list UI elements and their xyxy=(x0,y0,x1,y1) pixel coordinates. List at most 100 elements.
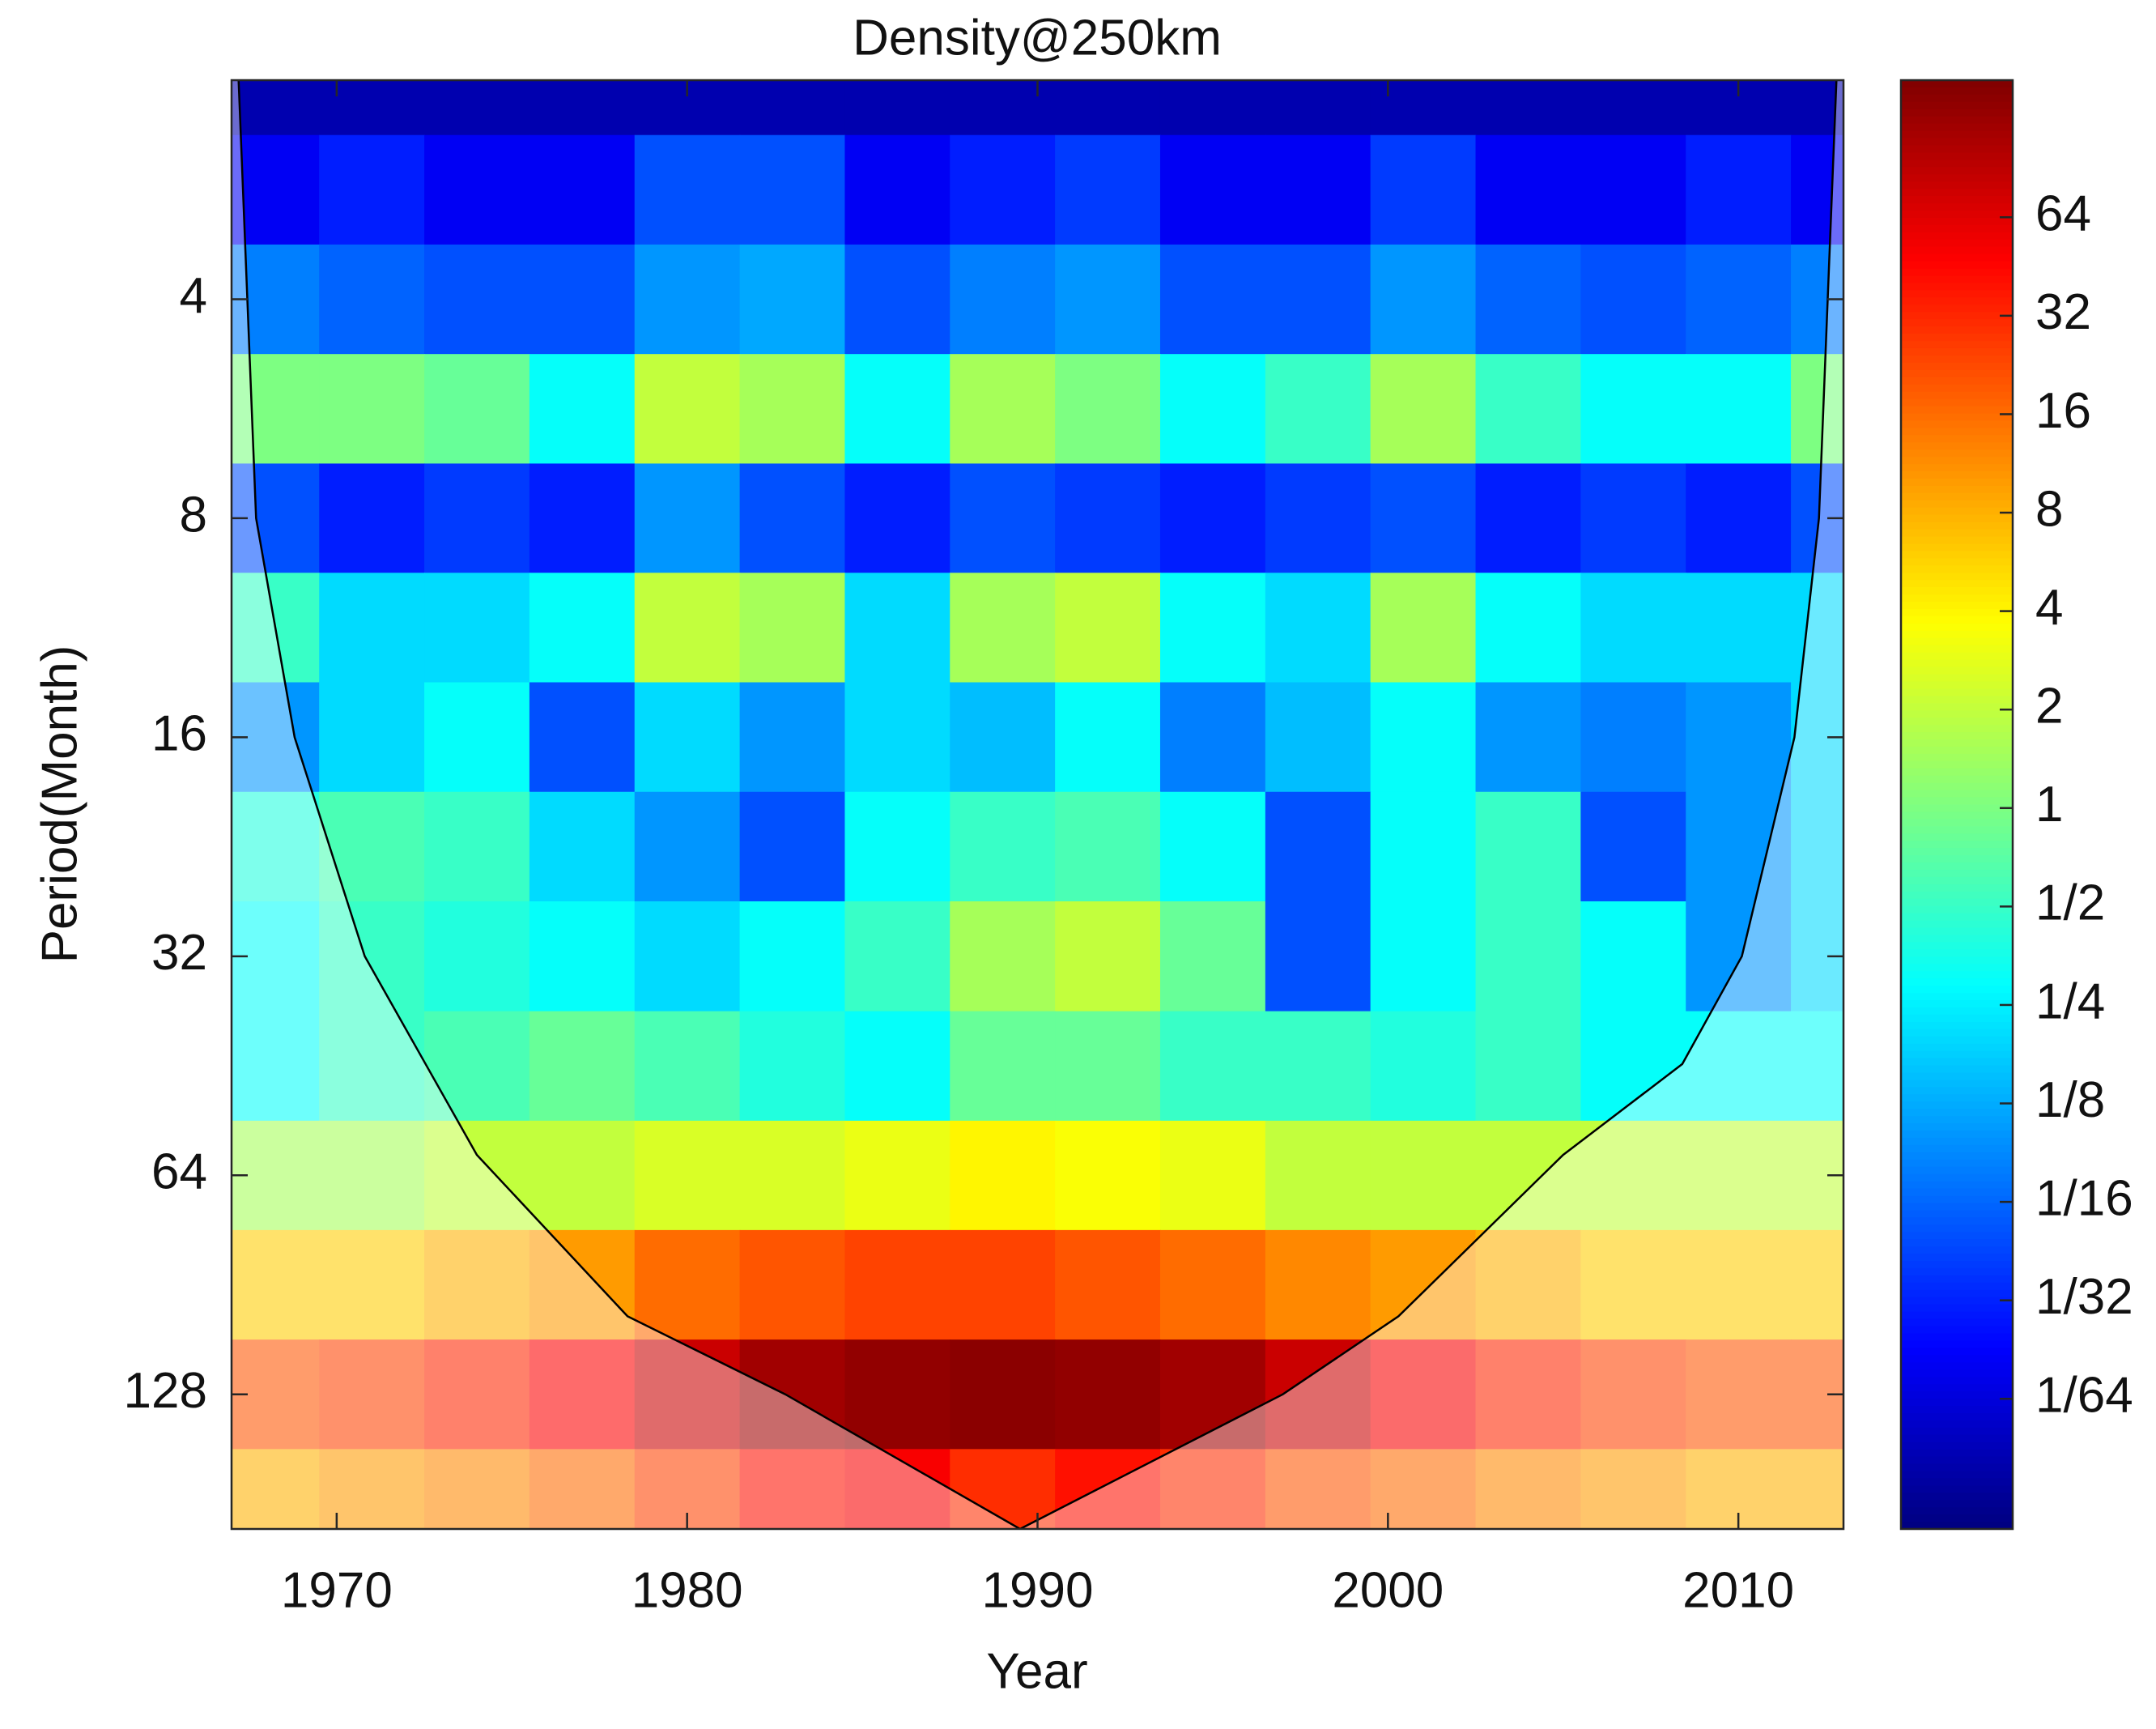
colorbar-slice xyxy=(1901,1522,2013,1530)
coi-line xyxy=(237,80,1838,1529)
colorbar-slice xyxy=(1901,1000,2013,1008)
heat-cell xyxy=(739,134,846,245)
colorbar-slice xyxy=(1901,319,2013,327)
heat-cell xyxy=(1159,1449,1266,1529)
colorbar-slice xyxy=(1901,1217,2013,1226)
colorbar-slice xyxy=(1901,1116,2013,1124)
colorbar-slice xyxy=(1901,232,2013,241)
heat-cell xyxy=(1370,463,1477,574)
colorbar-slice xyxy=(1901,739,2013,747)
heat-cell xyxy=(739,80,846,136)
heat-cell xyxy=(739,1339,846,1450)
colorbar-slice xyxy=(1901,696,2013,705)
colorbar-slice xyxy=(1901,790,2013,798)
colorbar-slice xyxy=(1901,1391,2013,1399)
colorbar-slice xyxy=(1901,1065,2013,1074)
heat-cell xyxy=(529,463,636,574)
heat-cell xyxy=(739,1011,846,1122)
heat-cell xyxy=(1265,791,1371,902)
colorbar-slice xyxy=(1901,1369,2013,1378)
heat-cell xyxy=(1055,1449,1161,1529)
heat-cell xyxy=(424,901,530,1012)
colorbar-slice xyxy=(1901,819,2013,828)
colorbar-slice xyxy=(1901,1340,2013,1349)
heat-cell xyxy=(1475,791,1582,902)
heat-cell xyxy=(232,244,321,355)
heat-cell xyxy=(1265,463,1371,574)
colorbar-tick-label: 4 xyxy=(2035,580,2063,636)
heat-cell xyxy=(529,682,636,793)
heat-cell xyxy=(424,463,530,574)
colorbar-slice xyxy=(1901,1101,2013,1109)
heat-cell xyxy=(319,1120,425,1231)
heatmap xyxy=(232,80,1843,1529)
colorbar-slice xyxy=(1901,116,2013,125)
heat-cell xyxy=(1475,1449,1582,1529)
heat-cell xyxy=(844,463,951,574)
colorbar-slice xyxy=(1901,594,2013,603)
colorbar-slice xyxy=(1901,203,2013,211)
heat-cell xyxy=(844,134,951,245)
heat-cell xyxy=(1686,573,1792,684)
colorbar-slice xyxy=(1901,1072,2013,1081)
heat-cell xyxy=(232,134,321,245)
y-tick-label: 32 xyxy=(151,925,207,981)
heat-cell xyxy=(424,1339,530,1450)
heat-cell xyxy=(1055,134,1161,245)
heat-cell xyxy=(529,573,636,684)
colorbar-slice xyxy=(1901,217,2013,226)
heat-cell xyxy=(1159,1339,1266,1450)
colorbar-slice xyxy=(1901,1195,2013,1204)
heat-cell xyxy=(1686,463,1792,574)
colorbar-slice xyxy=(1901,1471,2013,1480)
heat-cell xyxy=(1475,134,1582,245)
colorbar-slice xyxy=(1901,1348,2013,1356)
colorbar-slice xyxy=(1901,876,2013,885)
heat-cell xyxy=(844,1339,951,1450)
colorbar-slice xyxy=(1901,1166,2013,1175)
heat-cell xyxy=(424,244,530,355)
heat-cell xyxy=(1370,134,1477,245)
heat-cell xyxy=(1580,1339,1687,1450)
colorbar-slice xyxy=(1901,710,2013,718)
colorbar-slice xyxy=(1901,1326,2013,1335)
colorbar-slice xyxy=(1901,587,2013,595)
coi-layer xyxy=(232,80,1843,1529)
heat-cell xyxy=(1055,901,1161,1012)
heat-cell xyxy=(1370,901,1477,1012)
heat-cell xyxy=(1159,80,1266,136)
colorbar-slice xyxy=(1901,522,2013,530)
colorbar-slice xyxy=(1901,811,2013,820)
heat-cell xyxy=(1580,1120,1687,1231)
heat-cell xyxy=(1265,1011,1371,1122)
colorbar-slice xyxy=(1901,551,2013,560)
colorbar-slice xyxy=(1901,181,2013,190)
colorbar-slice xyxy=(1901,253,2013,262)
heat-cell xyxy=(1370,244,1477,355)
colorbar-slice xyxy=(1901,391,2013,400)
colorbar-slice xyxy=(1901,1028,2013,1037)
x-tick-label: 1970 xyxy=(281,1562,393,1618)
x-axis-label: Year xyxy=(986,1643,1087,1699)
colorbar-tick-label: 1/4 xyxy=(2035,973,2105,1029)
colorbar-slice xyxy=(1901,891,2013,900)
colorbar-slice xyxy=(1901,94,2013,103)
heat-cell xyxy=(529,244,636,355)
heat-cell xyxy=(529,1229,636,1340)
heat-cell xyxy=(1580,901,1687,1012)
heat-cell xyxy=(1580,1011,1687,1122)
heat-cell xyxy=(844,1011,951,1122)
colorbar-slice xyxy=(1901,109,2013,117)
colorbar-slice xyxy=(1901,261,2013,270)
colorbar-slice xyxy=(1901,355,2013,364)
colorbar-slice xyxy=(1901,457,2013,465)
colorbar-slice xyxy=(1901,1131,2013,1139)
colorbar-slice xyxy=(1901,718,2013,726)
colorbar-slice xyxy=(1901,167,2013,176)
colorbar-slice xyxy=(1901,804,2013,813)
colorbar-slice xyxy=(1901,275,2013,284)
colorbar-slice xyxy=(1901,775,2013,784)
colorbar-slice xyxy=(1901,196,2013,204)
heat-cell xyxy=(1686,791,1792,902)
